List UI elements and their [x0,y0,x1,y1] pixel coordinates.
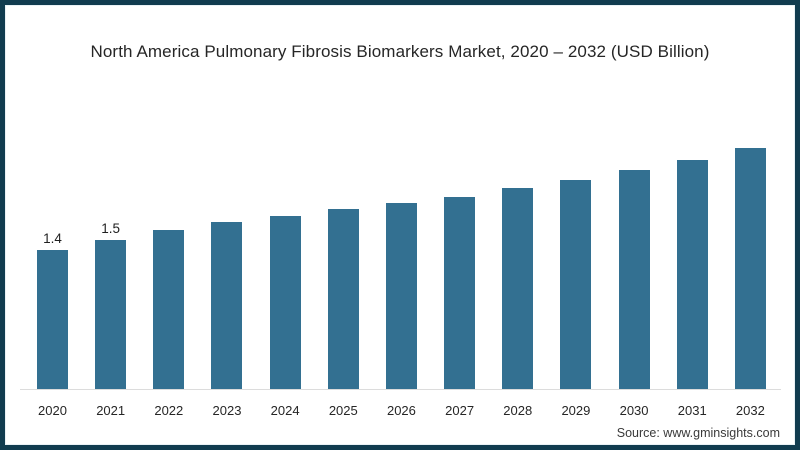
x-tick-2031: 2031 [677,403,707,418]
bar-2028 [502,188,534,389]
x-tick-2027: 2027 [445,403,475,418]
bar-2030 [618,170,650,389]
bar-rect-2029 [560,180,592,389]
bar-rect-2028 [502,188,534,389]
bar-2024 [269,216,301,389]
bar-rect-2031 [676,160,708,389]
x-tick-2032: 2032 [735,403,765,418]
x-tick-2025: 2025 [328,403,358,418]
x-tick-2030: 2030 [619,403,649,418]
bar-2021: 1.5 [95,221,127,389]
bars-container: 1.4 1.5 [37,148,766,389]
x-axis-labels: 2020 2021 2022 2023 2024 2025 2026 2027 2028 2029… [37,403,766,418]
bar-2023 [211,222,243,389]
x-tick-2021: 2021 [96,403,126,418]
bar-rect-2032 [734,148,766,389]
x-tick-2024: 2024 [270,403,300,418]
bar-2027 [444,197,476,389]
bar-2025 [327,209,359,389]
bar-2029 [560,180,592,389]
x-tick-2026: 2026 [386,403,416,418]
bar-rect-2023 [211,222,243,389]
bar-rect-2024 [269,216,301,389]
bar-2032 [734,148,766,389]
x-tick-2023: 2023 [212,403,242,418]
bar-rect-2027 [444,197,476,389]
data-label-2020: 1.4 [43,231,62,246]
bar-rect-2022 [153,230,185,389]
x-tick-2020: 2020 [38,403,67,418]
bar-2031 [676,160,708,389]
bar-2020: 1.4 [37,231,68,389]
bar-rect-2020 [37,250,68,389]
x-axis-line [20,389,781,390]
x-tick-2028: 2028 [503,403,533,418]
bar-rect-2026 [385,203,417,389]
source-attribution: Source: www.gminsights.com [616,426,780,440]
bar-2026 [385,203,417,389]
chart-title: North America Pulmonary Fibrosis Biomark… [90,42,710,61]
bar-rect-2030 [618,170,650,389]
bar-2022 [153,230,185,389]
x-tick-2022: 2022 [154,403,184,418]
x-tick-2029: 2029 [561,403,591,418]
bar-rect-2025 [327,209,359,389]
bar-rect-2021 [95,240,127,389]
data-label-2021: 1.5 [101,221,121,236]
